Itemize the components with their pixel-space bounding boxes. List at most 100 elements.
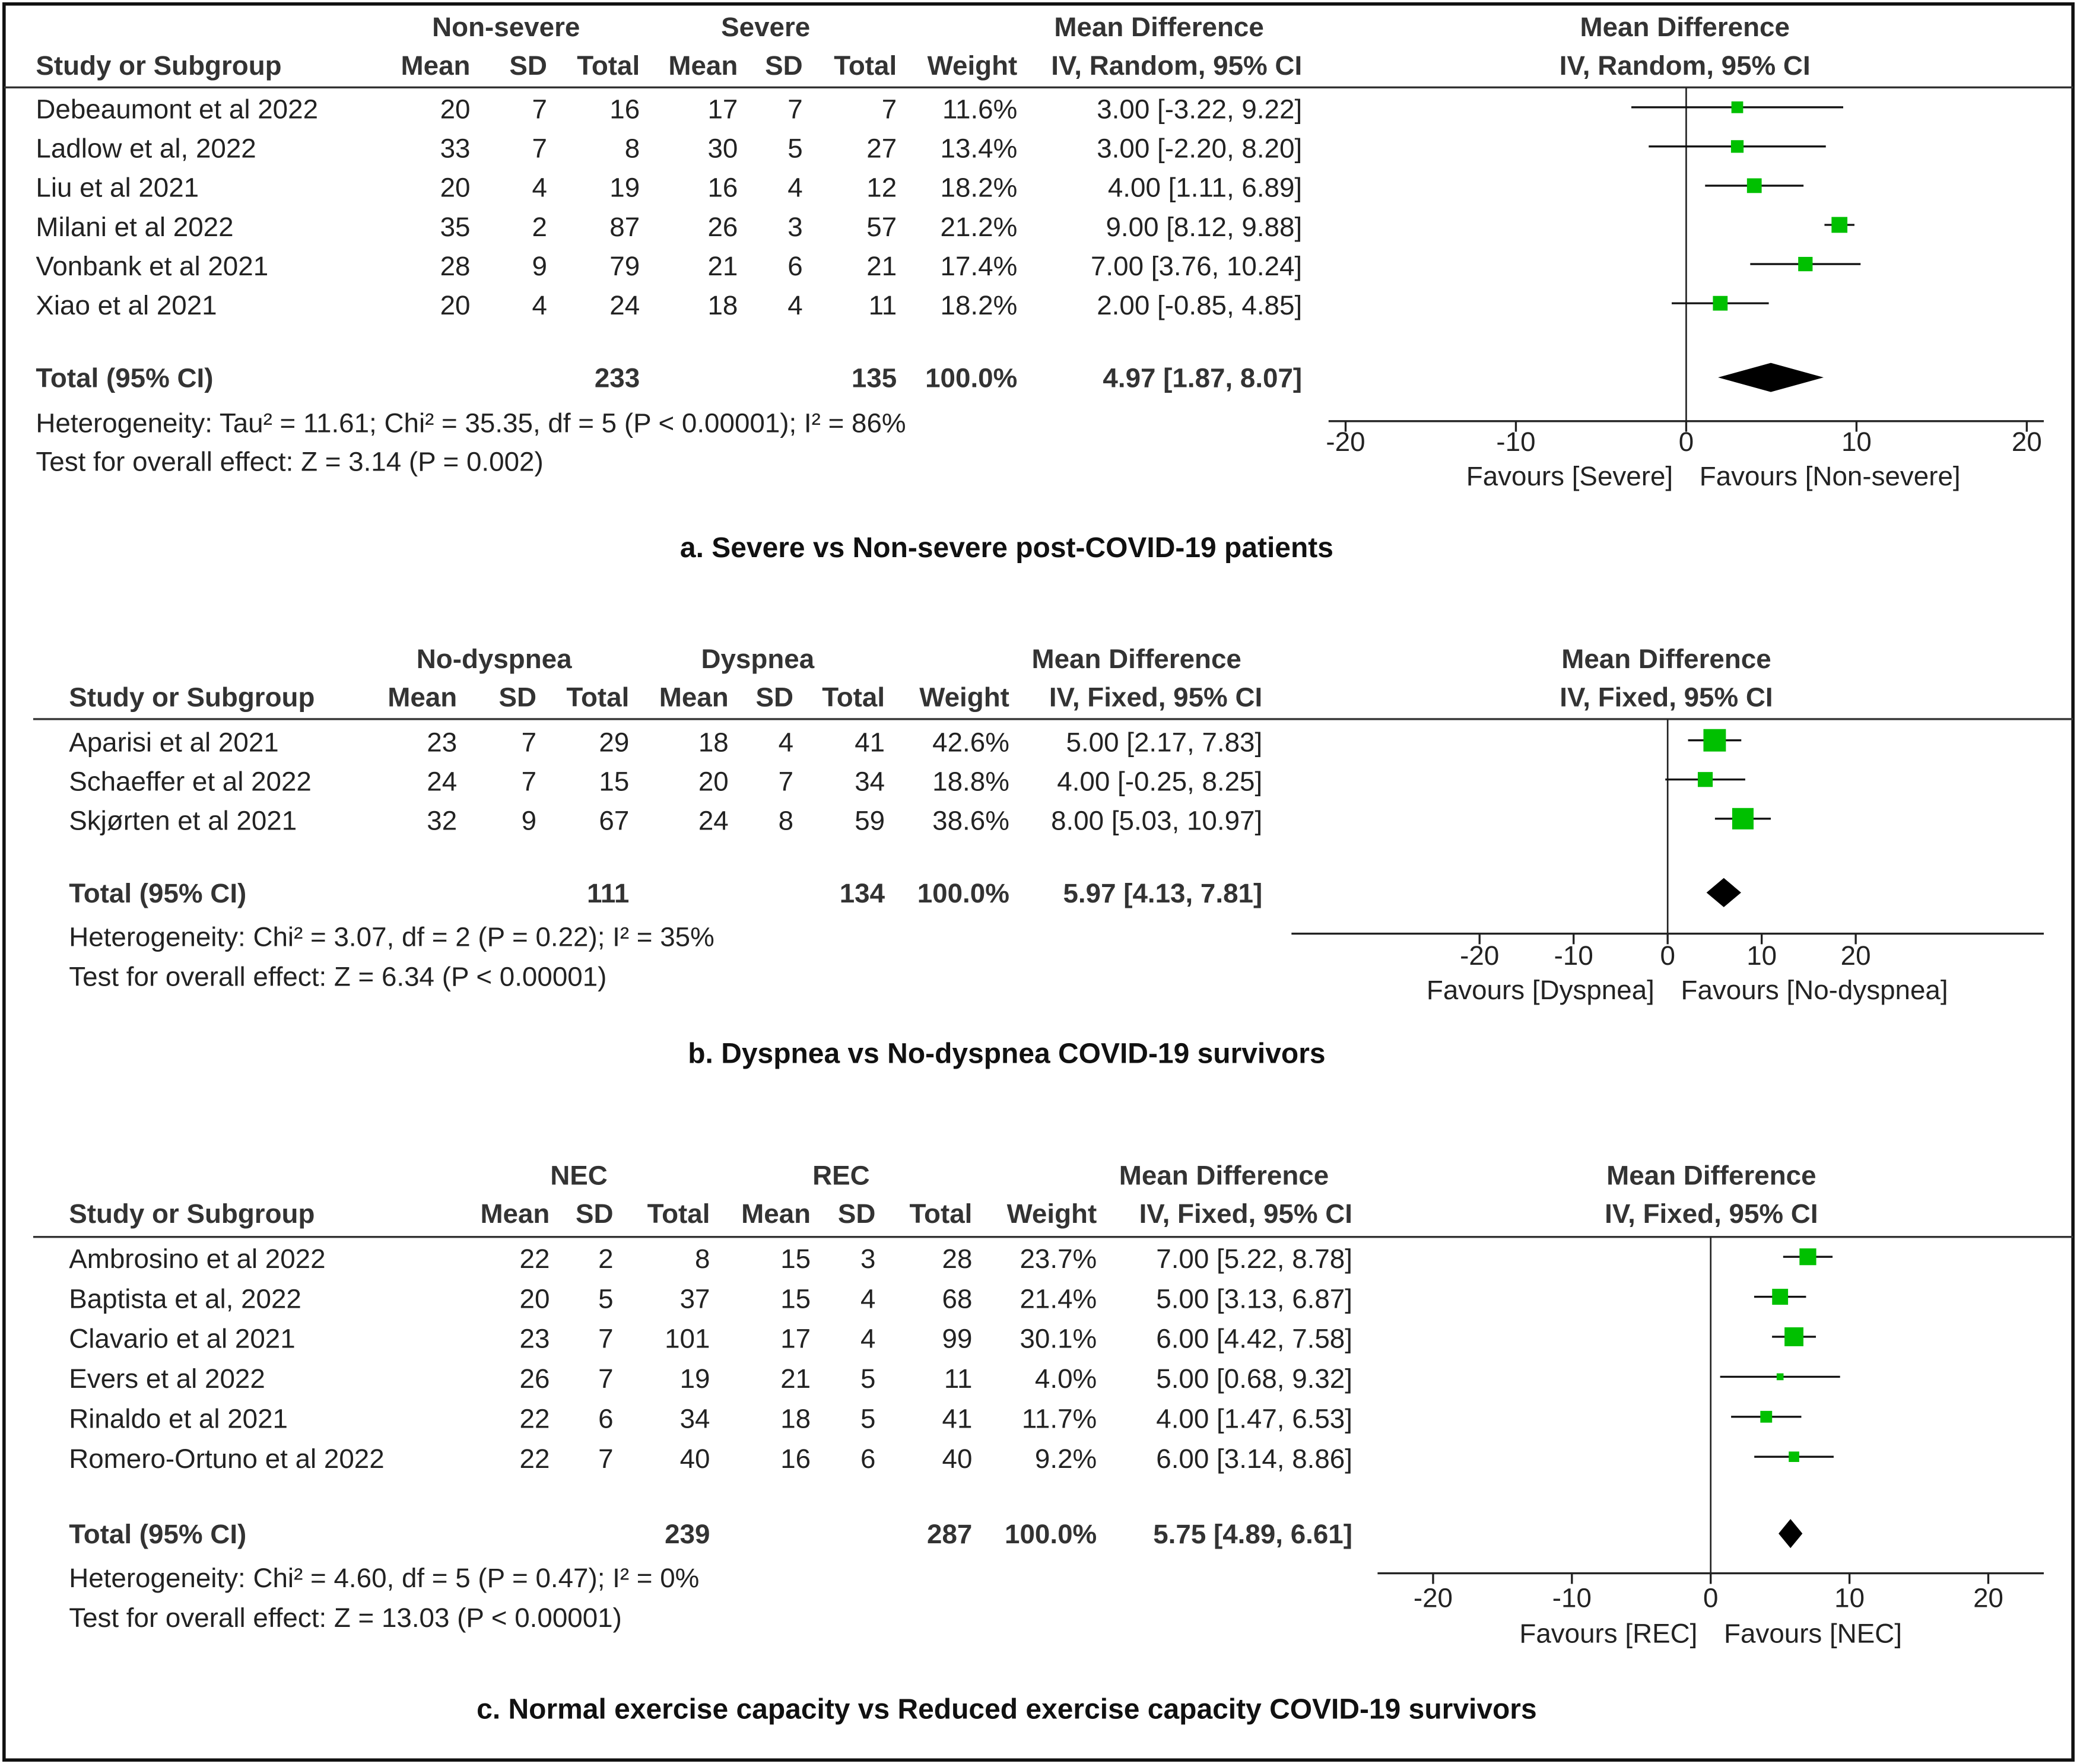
group1-sd: 7: [532, 94, 547, 125]
group2-sd: 4: [779, 727, 793, 757]
group2-sd: 4: [787, 173, 802, 203]
effect-label: 7.00 [3.76, 10.24]: [1091, 251, 1302, 281]
group2-total: 68: [942, 1283, 973, 1314]
total-weight: 100.0%: [1005, 1519, 1097, 1549]
group2-mean: 17: [780, 1324, 811, 1354]
group1-sd: 4: [532, 173, 547, 203]
group1-mean: 20: [440, 94, 471, 125]
effect-label: 3.00 [-2.20, 8.20]: [1097, 134, 1302, 164]
total-label: Total (95% CI): [69, 878, 246, 908]
x-tick-label: -10: [1552, 1582, 1592, 1613]
x-tick-label: -20: [1326, 427, 1365, 457]
effect-square: [1784, 1327, 1803, 1346]
study-name: Xiao et al 2021: [36, 290, 217, 320]
group1-mean: 22: [520, 1244, 550, 1274]
effect-label: 4.00 [1.11, 6.89]: [1108, 173, 1302, 203]
column-header: SD: [509, 50, 547, 81]
group2-total: 7: [882, 94, 897, 125]
study-name: Evers et al 2022: [69, 1363, 265, 1394]
total-n: 111: [587, 878, 629, 908]
study-name: Clavario et al 2021: [69, 1324, 295, 1354]
group2-total: 27: [866, 134, 897, 164]
caption: a. Severe vs Non-severe post-COVID-19 pa…: [680, 532, 1333, 564]
caption: c. Normal exercise capacity vs Reduced e…: [477, 1693, 1536, 1725]
column-header: Mean: [668, 50, 738, 81]
group1-mean: 23: [520, 1324, 550, 1354]
group2-total: 21: [866, 251, 897, 281]
x-tick-label: 20: [1973, 1582, 2003, 1613]
overall-effect: Test for overall effect: Z = 13.03 (P < …: [69, 1603, 622, 1633]
group1-total: 19: [609, 173, 640, 203]
group2-sd: 4: [860, 1324, 875, 1354]
plot-header: Mean Difference: [1606, 1160, 1816, 1190]
group2-mean: 18: [707, 290, 738, 320]
effect-square: [1731, 101, 1743, 113]
column-header: Mean: [388, 682, 457, 713]
column-header: IV, Fixed, 95% CI: [1049, 682, 1262, 713]
group1-total: 79: [609, 251, 640, 281]
study-name: Milani et al 2022: [36, 212, 233, 242]
group1-total: 37: [680, 1283, 710, 1314]
heterogeneity: Heterogeneity: Tau² = 11.61; Chi² = 35.3…: [36, 408, 906, 438]
group2-mean: 30: [707, 134, 738, 164]
group1-sd: 6: [598, 1404, 613, 1434]
x-tick-label: 10: [1834, 1582, 1865, 1613]
effect-label: 7.00 [5.22, 8.78]: [1156, 1244, 1352, 1274]
weight-label: 21.4%: [1020, 1283, 1097, 1314]
group1-sd: 9: [522, 806, 536, 836]
total-n: 134: [840, 878, 885, 908]
weight-label: 38.6%: [932, 806, 1009, 836]
x-tick-label: -10: [1554, 940, 1593, 971]
study-name: Rinaldo et al 2021: [69, 1404, 288, 1434]
total-n: 233: [595, 363, 640, 393]
overall-effect: Test for overall effect: Z = 6.34 (P < 0…: [69, 962, 606, 992]
group2-total: 57: [866, 212, 897, 242]
column-header: Weight: [1007, 1199, 1097, 1229]
pooled-diamond: [1718, 363, 1824, 392]
weight-label: 21.2%: [941, 212, 1018, 242]
group-header: Non-severe: [432, 12, 580, 42]
effect-square: [1772, 1289, 1789, 1305]
group1-sd: 7: [532, 134, 547, 164]
column-header: Total: [566, 682, 629, 713]
group2-mean: 16: [707, 173, 738, 203]
x-tick-label: 10: [1841, 427, 1872, 457]
column-header: Total: [577, 50, 640, 81]
group-header: REC: [812, 1160, 870, 1190]
weight-label: 11.7%: [1022, 1404, 1097, 1434]
group1-total: 34: [680, 1404, 710, 1434]
effect-square: [1732, 808, 1754, 829]
group2-sd: 3: [860, 1244, 875, 1274]
column-header: Total: [834, 50, 897, 81]
effect-label: 9.00 [8.12, 9.88]: [1106, 212, 1302, 242]
group2-sd: 4: [860, 1283, 875, 1314]
group2-sd: 7: [779, 767, 793, 797]
group2-sd: 5: [787, 134, 802, 164]
weight-label: 18.2%: [941, 173, 1018, 203]
weight-label: 9.2%: [1035, 1444, 1097, 1474]
group2-mean: 15: [780, 1283, 811, 1314]
effect-label: 4.00 [1.47, 6.53]: [1156, 1404, 1352, 1434]
group-header: NEC: [550, 1160, 608, 1190]
study-name: Skjørten et al 2021: [69, 806, 297, 836]
effect-square: [1703, 729, 1726, 752]
column-header: IV, Random, 95% CI: [1051, 50, 1302, 81]
group1-sd: 7: [598, 1363, 613, 1394]
group2-total: 41: [855, 727, 885, 757]
study-name: Aparisi et al 2021: [69, 727, 279, 757]
group1-mean: 23: [427, 727, 457, 757]
group1-mean: 26: [520, 1363, 550, 1394]
favours-label: Favours [NEC]: [1724, 1619, 1902, 1649]
group1-total: 40: [680, 1444, 710, 1474]
weight-label: 17.4%: [941, 251, 1018, 281]
caption: b. Dyspnea vs No-dyspnea COVID-19 surviv…: [688, 1038, 1325, 1070]
group2-total: 41: [942, 1404, 973, 1434]
effect-label: 4.00 [-0.25, 8.25]: [1057, 767, 1262, 797]
column-header: SD: [838, 1199, 876, 1229]
group1-total: 8: [695, 1244, 710, 1274]
group2-total: 34: [855, 767, 885, 797]
plot-subheader: IV, Random, 95% CI: [1560, 50, 1811, 81]
effect-label: 8.00 [5.03, 10.97]: [1051, 806, 1262, 836]
